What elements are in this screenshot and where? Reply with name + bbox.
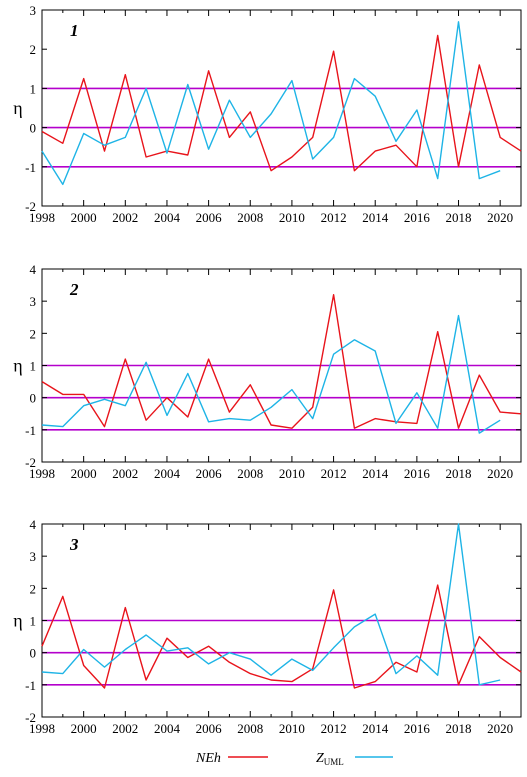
series-line-zuml — [41, 314, 501, 434]
legend-label-zuml-sub: UML — [324, 757, 344, 767]
x-tick-label: 2012 — [321, 210, 347, 225]
series-line-zuml — [41, 21, 501, 186]
x-tick-label: 2012 — [321, 721, 347, 736]
y-tick-label: 3 — [30, 549, 37, 564]
legend-label-zuml: ZUML — [316, 751, 344, 767]
y-axis-label: η — [13, 611, 22, 631]
x-tick-label: 1998 — [29, 210, 55, 225]
panel-label: 1 — [70, 21, 79, 40]
y-tick-label: 4 — [30, 517, 37, 532]
x-tick-label: 2010 — [279, 466, 305, 481]
x-tick-label: 2014 — [362, 466, 389, 481]
y-axis-label: η — [13, 356, 22, 376]
chart-panel-1: -2 -1 0 1 2 3 1998 2000 2002 2004 2006 2008 2010 2012… — [13, 3, 522, 225]
series-line-neh — [41, 294, 522, 429]
x-tick-label: 2008 — [237, 210, 263, 225]
x-tick-label: 2010 — [279, 210, 305, 225]
y-tick-label: 2 — [30, 42, 37, 57]
x-tick-label: 2000 — [71, 210, 97, 225]
y-tick-label: -2 — [25, 710, 36, 725]
x-tick-label: 1998 — [29, 721, 55, 736]
y-tick-label: 0 — [30, 391, 37, 406]
x-tick-label: 2012 — [321, 466, 347, 481]
y-tick-label: 1 — [30, 359, 37, 374]
y-tick-label: 0 — [30, 121, 37, 136]
x-tick-label: 2020 — [487, 721, 513, 736]
x-tick-label: 2000 — [71, 721, 97, 736]
plot-frame — [41, 9, 522, 207]
y-tick-label: 2 — [30, 326, 37, 341]
x-tick-label: 2018 — [446, 466, 472, 481]
y-axis-label: η — [13, 98, 22, 118]
x-tick-label: 2018 — [446, 210, 472, 225]
y-tick-label: 3 — [30, 294, 37, 309]
y-tick-label: 4 — [30, 262, 37, 277]
y-tick-label: 1 — [30, 614, 37, 629]
panel-label: 3 — [69, 535, 79, 554]
x-tick-label: 2006 — [196, 210, 223, 225]
y-tick-label: 2 — [30, 581, 37, 596]
x-tick-label: 2010 — [279, 721, 305, 736]
x-tick-label: 2004 — [154, 210, 181, 225]
y-tick-label: -2 — [25, 199, 36, 214]
x-tick-label: 2006 — [196, 466, 223, 481]
x-tick-label: 2008 — [237, 721, 263, 736]
x-tick-label: 1998 — [29, 466, 55, 481]
x-tick-label: 2000 — [71, 466, 97, 481]
x-tick-label: 2014 — [362, 721, 389, 736]
series-line-neh — [41, 34, 522, 172]
y-tick-label: -1 — [25, 678, 36, 693]
y-tick-label: 0 — [30, 646, 37, 661]
x-tick-label: 2020 — [487, 210, 513, 225]
x-tick-label: 2004 — [154, 721, 181, 736]
x-tick-label: 2004 — [154, 466, 181, 481]
x-tick-label: 2002 — [112, 210, 138, 225]
y-tick-label: -2 — [25, 455, 36, 470]
series-line-zuml — [41, 523, 501, 686]
series-line-neh — [41, 584, 522, 689]
x-tick-label: 2002 — [112, 721, 138, 736]
x-tick-label: 2016 — [404, 210, 431, 225]
y-tick-label: 3 — [30, 3, 37, 18]
legend: NEh ZUML — [195, 751, 393, 767]
x-tick-label: 2008 — [237, 466, 263, 481]
x-tick-label: 2016 — [404, 466, 431, 481]
chart-panel-3: -2 -1 0 1 2 3 4 1998 2000 2002 2004 2006 2008 2010 201… — [13, 517, 522, 736]
x-tick-label: 2018 — [446, 721, 472, 736]
x-tick-label: 2014 — [362, 210, 389, 225]
legend-label-zuml-main: Z — [316, 751, 324, 766]
y-tick-label: -1 — [25, 423, 36, 438]
x-tick-label: 2020 — [487, 466, 513, 481]
x-tick-label: 2016 — [404, 721, 431, 736]
panel-label: 2 — [69, 280, 79, 299]
y-tick-label: 1 — [30, 81, 37, 96]
chart-panel-2: -2 -1 0 1 2 3 4 1998 2000 2002 2004 2006 2008 2010 201… — [13, 262, 522, 481]
x-tick-label: 2006 — [196, 721, 223, 736]
x-tick-label: 2002 — [112, 466, 138, 481]
y-tick-label: -1 — [25, 160, 36, 175]
legend-label-neh: NEh — [195, 751, 221, 766]
